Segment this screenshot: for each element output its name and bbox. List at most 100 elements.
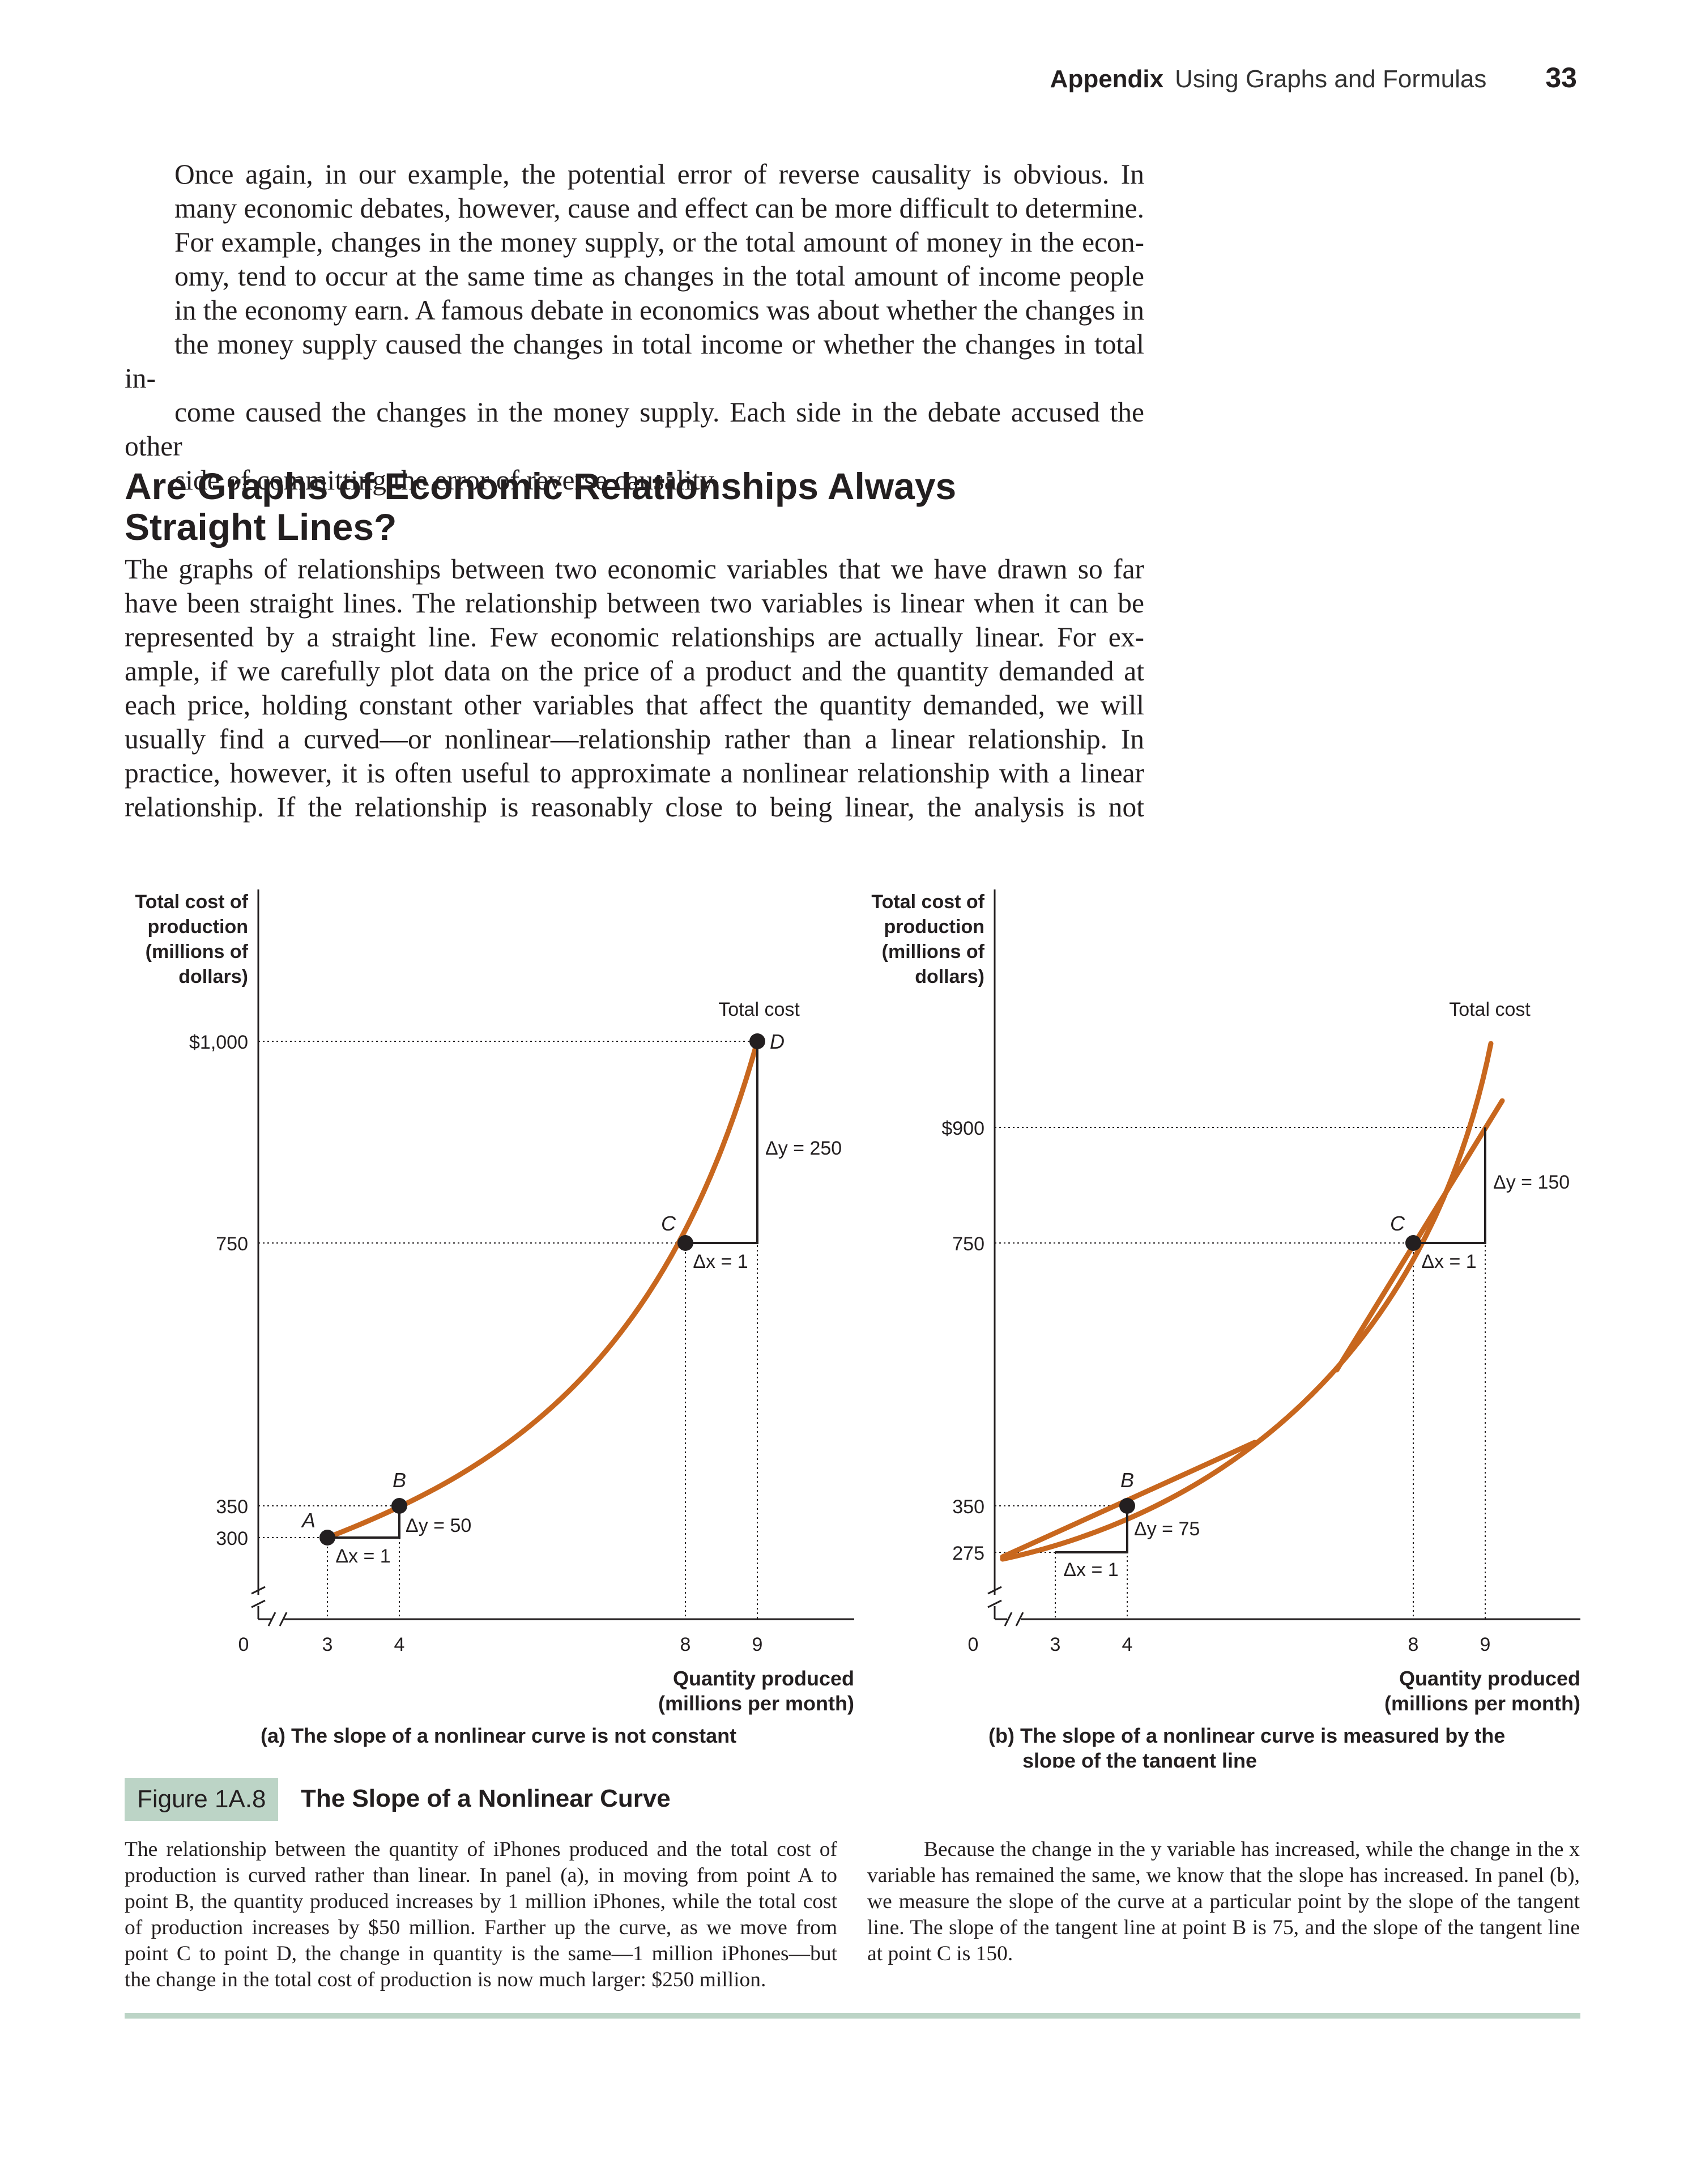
running-head-title: Using Graphs and Formulas <box>1175 65 1487 93</box>
panel-a-ylabel-line: (millions of <box>146 941 249 963</box>
panel-a-x-break-icon <box>267 1612 288 1627</box>
panel-a-ylabel-line: dollars) <box>178 966 248 987</box>
panel-a-ylabel-line: Total cost of <box>135 891 248 913</box>
panel-a-ytick: 750 <box>216 1233 248 1255</box>
text-line: come caused the changes in the money sup… <box>125 397 1144 462</box>
panel-a-xtick: 8 <box>680 1634 691 1655</box>
panel-b: Total cost of production (millions of do… <box>871 889 1580 1768</box>
text-line: omy, tend to occur at the same time as c… <box>174 261 1144 292</box>
text-line: in the economy earn. A famous debate in … <box>174 295 1144 326</box>
panel-a-xlabel-line: (millions per month) <box>658 1692 854 1715</box>
figure-caption-right: Because the change in the y variable has… <box>867 1837 1580 1967</box>
panel-a-point-c <box>677 1235 693 1251</box>
panel-b-point-b <box>1119 1498 1135 1514</box>
panel-b-delta-c <box>1413 1127 1486 1244</box>
panel-b-total-cost-curve <box>1000 1041 1494 1562</box>
panel-a-xtick: 9 <box>752 1634 763 1655</box>
panel-a-xlabel-line: Quantity produced <box>673 1667 854 1690</box>
panel-b-point-label: B <box>1120 1468 1134 1492</box>
panel-a-ytick: 300 <box>216 1528 248 1549</box>
panel-a-xtick: 4 <box>394 1634 405 1655</box>
panel-a-point-d <box>749 1033 765 1049</box>
panel-b-xlabel-line: (millions per month) <box>1384 1692 1580 1715</box>
text-line: The graphs of relationships between two … <box>125 554 1144 585</box>
panel-b-y-break-icon <box>987 1586 1002 1608</box>
panel-b-xtick: 4 <box>1122 1634 1133 1655</box>
text-line: ample, if we carefully plot data on the … <box>125 655 1144 687</box>
panel-b-title-line: (b) The slope of a nonlinear curve is me… <box>988 1724 1505 1747</box>
caption-line: Because the change in the y variable has… <box>924 1838 1580 1861</box>
panel-b-ytick: 275 <box>952 1543 984 1564</box>
panel-a-delta-ab <box>327 1506 400 1539</box>
panel-b-ytick: $900 <box>941 1118 984 1139</box>
panel-a-point-label: A <box>301 1509 316 1532</box>
panel-a: Total cost of production (millions of do… <box>135 889 854 1747</box>
caption-line: line. The slope of the tangent line at p… <box>867 1916 1580 1939</box>
caption-line: variable has remained the same, we know … <box>867 1864 1580 1887</box>
panel-a-xtick: 3 <box>322 1634 333 1655</box>
panel-b-point-label: C <box>1390 1212 1405 1235</box>
caption-line: of production increases by $50 million. … <box>125 1916 837 1939</box>
running-head: Appendix Using Graphs and Formulas 33 <box>1050 61 1577 95</box>
paragraph-linear-relationships: The graphs of relationships between two … <box>125 552 1144 824</box>
panel-b-annotation: Δx = 1 <box>1421 1251 1476 1272</box>
caption-line: point B, the quantity produced increases… <box>125 1890 837 1913</box>
panel-b-delta-b <box>1055 1506 1128 1553</box>
panel-b-ytick: 750 <box>952 1233 984 1255</box>
text-line: practice, however, it is often useful to… <box>125 757 1144 789</box>
panel-a-point-label: B <box>393 1468 406 1492</box>
panel-b-series-label: Total cost <box>1449 999 1531 1020</box>
caption-line: The relationship between the quantity of… <box>125 1838 837 1861</box>
panel-b-ylabel-line: Total cost of <box>871 891 984 913</box>
section-heading: Are Graphs of Economic Relationships Alw… <box>125 466 1144 547</box>
figure-caption-left: The relationship between the quantity of… <box>125 1837 837 1993</box>
panel-b-x-break-icon <box>1004 1612 1024 1627</box>
panel-b-ylabel-line: production <box>884 916 984 938</box>
panel-b-annotation: Δy = 75 <box>1134 1518 1200 1540</box>
figure-label: Figure 1A.8 <box>137 1785 266 1813</box>
page-number: 33 <box>1545 62 1577 93</box>
running-head-section: Appendix <box>1050 65 1164 93</box>
figure-1a8-charts: Total cost of production (millions of do… <box>135 889 1580 1768</box>
panel-a-series-label: Total cost <box>718 999 800 1020</box>
panel-b-point-c <box>1405 1235 1421 1251</box>
panel-a-annotation: Δx = 1 <box>335 1546 390 1567</box>
text-line: relationship. If the relationship is rea… <box>125 791 1144 823</box>
panel-a-annotation: Δx = 1 <box>693 1251 748 1272</box>
panel-b-ytick: 350 <box>952 1496 984 1518</box>
bottom-rule <box>125 2013 1580 2019</box>
panel-a-point-label: C <box>661 1212 676 1235</box>
text-line: side of committing the error of reverse … <box>174 465 719 496</box>
panel-b-title-line: slope of the tangent line <box>1022 1749 1257 1768</box>
panel-a-point-label: D <box>770 1030 785 1053</box>
paragraph-reverse-causality: Once again, in our example, the potentia… <box>125 157 1144 497</box>
panel-b-ylabel-line: dollars) <box>915 966 984 987</box>
panel-b-ylabel-line: (millions of <box>882 941 985 963</box>
figure-label-box: Figure 1A.8 <box>125 1778 279 1821</box>
heading-line: Are Graphs of Economic Relationships Alw… <box>125 465 957 507</box>
panel-b-xtick: 9 <box>1480 1634 1491 1655</box>
caption-line: we measure the slope of the curve at a p… <box>867 1890 1580 1913</box>
text-line: many economic debates, however, cause an… <box>174 193 1144 224</box>
text-line: Once again, in our example, the potentia… <box>174 159 1144 190</box>
heading-line: Straight Lines? <box>125 506 397 548</box>
panel-b-xtick: 0 <box>968 1634 979 1655</box>
caption-line: point C to point D, the change in quanti… <box>125 1942 837 1965</box>
text-line: For example, changes in the money supply… <box>174 227 1144 258</box>
text-line: usually find a curved—or nonlinear—relat… <box>125 723 1144 755</box>
panel-b-annotation: Δx = 1 <box>1063 1559 1118 1581</box>
panel-b-xlabel-line: Quantity produced <box>1399 1667 1580 1690</box>
panel-a-ytick: 350 <box>216 1496 248 1518</box>
text-line: have been straight lines. The relationsh… <box>125 587 1144 619</box>
panel-a-annotation: Δy = 50 <box>406 1515 471 1536</box>
text-line: each price, holding constant other varia… <box>125 689 1144 721</box>
caption-line: at point C is 150. <box>867 1942 1013 1965</box>
panel-a-delta-cd <box>685 1041 758 1244</box>
panel-b-xtick: 3 <box>1050 1634 1061 1655</box>
panel-b-xtick: 8 <box>1408 1634 1419 1655</box>
panel-a-ylabel-line: production <box>147 916 248 938</box>
panel-a-y-break-icon <box>251 1586 266 1608</box>
caption-line: the change in the total cost of producti… <box>125 1968 766 1991</box>
panel-a-annotation: Δy = 250 <box>765 1138 842 1159</box>
panel-a-point-b <box>391 1498 407 1514</box>
